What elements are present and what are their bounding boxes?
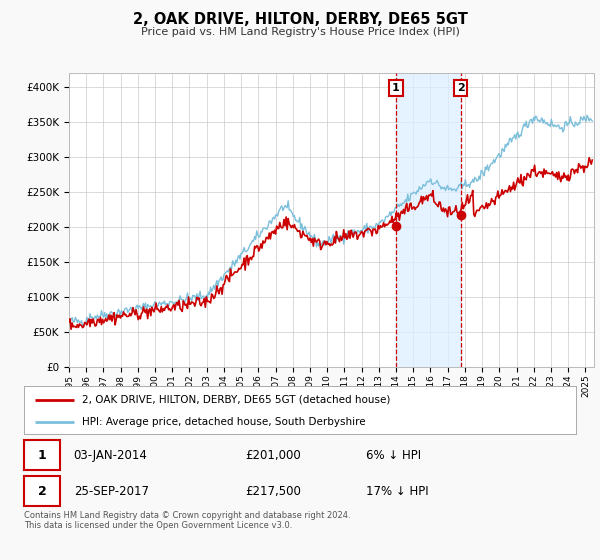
Text: 25-SEP-2017: 25-SEP-2017 xyxy=(74,485,149,498)
Text: 2: 2 xyxy=(457,83,464,93)
FancyBboxPatch shape xyxy=(24,475,60,506)
Text: 2, OAK DRIVE, HILTON, DERBY, DE65 5GT: 2, OAK DRIVE, HILTON, DERBY, DE65 5GT xyxy=(133,12,467,27)
Text: 03-JAN-2014: 03-JAN-2014 xyxy=(74,449,148,462)
Text: 1: 1 xyxy=(38,449,46,462)
Text: £201,000: £201,000 xyxy=(245,449,301,462)
Text: Price paid vs. HM Land Registry's House Price Index (HPI): Price paid vs. HM Land Registry's House … xyxy=(140,27,460,37)
Text: 1: 1 xyxy=(392,83,400,93)
Text: £217,500: £217,500 xyxy=(245,485,301,498)
Text: 2: 2 xyxy=(38,485,46,498)
Text: 6% ↓ HPI: 6% ↓ HPI xyxy=(366,449,421,462)
Text: HPI: Average price, detached house, South Derbyshire: HPI: Average price, detached house, Sout… xyxy=(82,417,365,427)
FancyBboxPatch shape xyxy=(24,440,60,470)
Text: 17% ↓ HPI: 17% ↓ HPI xyxy=(366,485,429,498)
Text: 2, OAK DRIVE, HILTON, DERBY, DE65 5GT (detached house): 2, OAK DRIVE, HILTON, DERBY, DE65 5GT (d… xyxy=(82,395,391,405)
Bar xyxy=(396,73,461,367)
Text: Contains HM Land Registry data © Crown copyright and database right 2024.
This d: Contains HM Land Registry data © Crown c… xyxy=(24,511,350,530)
